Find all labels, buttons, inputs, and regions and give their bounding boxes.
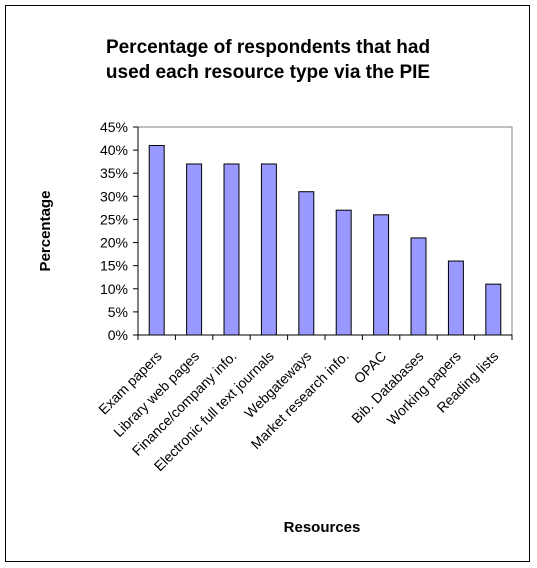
bars	[148, 144, 502, 336]
bar	[148, 144, 165, 336]
y-axis-title: Percentage	[37, 191, 54, 272]
y-tick-label: 35%	[100, 165, 128, 181]
bar	[260, 163, 277, 336]
bar	[223, 163, 240, 336]
chart-title-line-2: used each resource type via the PIE	[106, 62, 430, 83]
y-tick-label: 30%	[100, 188, 128, 204]
y-tick-label: 25%	[100, 211, 128, 227]
y-tick-label: 5%	[108, 304, 128, 320]
bar	[373, 214, 390, 336]
y-tick-label: 45%	[100, 119, 128, 135]
y-tick-label: 15%	[100, 258, 128, 274]
y-tick-label: 40%	[100, 142, 128, 158]
y-tick-label: 0%	[108, 327, 128, 343]
y-tick-label: 10%	[100, 281, 128, 297]
bar	[485, 283, 502, 336]
bar	[447, 260, 464, 336]
x-tick-label: Exam papers	[95, 348, 165, 418]
bar	[298, 191, 315, 336]
y-tick-label: 20%	[100, 235, 128, 251]
bar	[410, 237, 427, 336]
y-axis-ticks: 0% 5% 10% 15% 20% 25% 30% 35% 40% 45%	[100, 119, 138, 343]
x-axis-title: Resources	[284, 519, 361, 536]
bar	[186, 163, 203, 336]
bar	[335, 209, 352, 336]
chart-title-line-1: Percentage of respondents that had	[106, 37, 430, 58]
